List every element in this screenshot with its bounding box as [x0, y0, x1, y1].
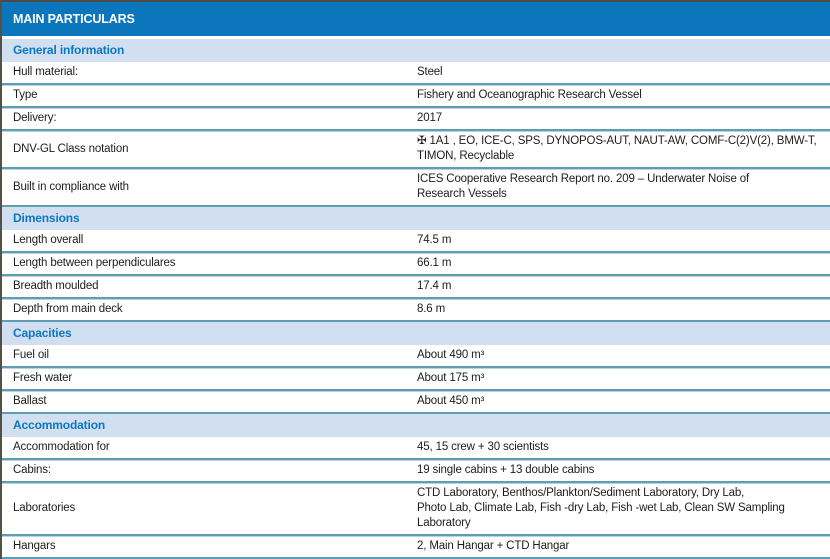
- section-header-general-information: General information: [2, 39, 830, 62]
- table-row: Depth from main deck 8.6 m: [2, 299, 830, 322]
- table-title: MAIN PARTICULARS: [2, 2, 830, 36]
- row-value: Fishery and Oceanographic Research Vesse…: [417, 89, 642, 101]
- table-row: Length overall 74.5 m: [2, 230, 830, 253]
- table-row: Fresh water About 175 m³: [2, 368, 830, 391]
- section-header-capacities: Capacities: [2, 322, 830, 345]
- row-label: Length overall: [13, 234, 84, 246]
- row-value: 8.6 m: [417, 303, 446, 315]
- row-value: 17.4 m: [417, 280, 452, 292]
- row-label: Accommodation for: [13, 441, 110, 453]
- row-value: Steel: [417, 66, 443, 78]
- row-value: 66.1 m: [417, 257, 452, 269]
- row-label: Cabins:: [13, 464, 51, 476]
- table-row: Built in compliance with ICES Cooperative…: [2, 169, 830, 207]
- row-label: DNV-GL Class notation: [13, 142, 129, 155]
- section-header-dimensions: Dimensions: [2, 207, 830, 230]
- row-label: Length between perpendiculares: [13, 257, 176, 269]
- section-header-accommodation: Accommodation: [2, 414, 830, 437]
- row-value: 19 single cabins + 13 double cabins: [417, 464, 595, 476]
- table-row: Accommodation for 45, 15 crew + 30 scient…: [2, 437, 830, 460]
- row-value: ✠ 1A1 , EO, ICE-C, SPS, DYNOPOS-AUT, NAU…: [417, 135, 817, 162]
- table-row: Hangars 2, Main Hangar + CTD Hangar: [2, 536, 830, 559]
- row-label: Built in compliance with: [13, 180, 129, 193]
- table-body: General information Hull material: Steel Ty…: [2, 39, 830, 559]
- row-value: About 450 m³: [417, 395, 485, 407]
- row-value: 45, 15 crew + 30 scientists: [417, 441, 549, 453]
- row-value: 74.5 m: [417, 234, 452, 246]
- row-label: Laboratories: [13, 502, 76, 514]
- row-label: Delivery:: [13, 112, 57, 124]
- table-row: Cabins: 19 single cabins + 13 double cabi…: [2, 460, 830, 483]
- row-label: Breadth moulded: [13, 280, 99, 292]
- row-label: Hull material:: [13, 66, 79, 78]
- table-row: Delivery: 2017: [2, 108, 830, 131]
- row-value: 2, Main Hangar + CTD Hangar: [417, 540, 570, 552]
- table-row: DNV-GL Class notation ✠ 1A1 , EO, ICE-C, …: [2, 131, 830, 169]
- row-label: Fresh water: [13, 372, 73, 384]
- row-label: Hangars: [13, 540, 56, 552]
- table-row: Laboratories CTD Laboratory, Benthos/Plan…: [2, 483, 830, 536]
- row-label: Fuel oil: [13, 349, 49, 361]
- row-value: 2017: [417, 112, 442, 124]
- table-row: Breadth moulded 17.4 m: [2, 276, 830, 299]
- row-value: CTD Laboratory, Benthos/Plankton/Sedimen…: [417, 487, 785, 529]
- table-row: Fuel oil About 490 m³: [2, 345, 830, 368]
- row-label: Type: [13, 89, 38, 101]
- row-label: Depth from main deck: [13, 303, 123, 315]
- table-row: Type Fishery and Oceanographic Research V…: [2, 85, 830, 108]
- row-value: ICES Cooperative Research Report no. 209…: [417, 173, 750, 200]
- table-row: Length between perpendiculares 66.1 m: [2, 253, 830, 276]
- row-label: Ballast: [13, 395, 47, 407]
- table-row: Ballast About 450 m³: [2, 391, 830, 414]
- row-value: About 175 m³: [417, 372, 485, 384]
- table-row: Hull material: Steel: [2, 62, 830, 85]
- row-value: About 490 m³: [417, 349, 485, 361]
